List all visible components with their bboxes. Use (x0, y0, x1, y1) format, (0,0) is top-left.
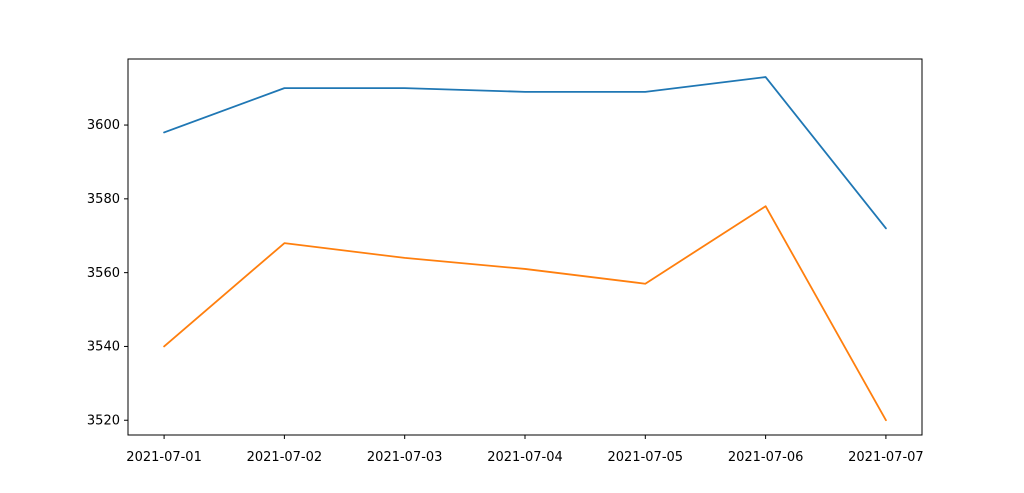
x-tick-label: 2021-07-07 (848, 450, 924, 465)
y-tick-label: 3540 (87, 340, 120, 355)
y-tick-label: 3600 (87, 118, 120, 133)
series-blue-line (163, 76, 887, 230)
y-tick-label: 3580 (87, 192, 120, 207)
y-tick-label: 3520 (87, 413, 120, 428)
y-tick-label: 3560 (87, 266, 120, 281)
x-tick-label: 2021-07-04 (487, 450, 563, 465)
x-tick-label: 2021-07-01 (126, 450, 202, 465)
plot-area (127, 58, 923, 436)
x-tick-label: 2021-07-03 (367, 450, 443, 465)
x-tick-label: 2021-07-06 (728, 450, 804, 465)
series-orange-line (163, 205, 887, 422)
x-tick-label: 2021-07-05 (608, 450, 684, 465)
x-tick-label: 2021-07-02 (247, 450, 323, 465)
